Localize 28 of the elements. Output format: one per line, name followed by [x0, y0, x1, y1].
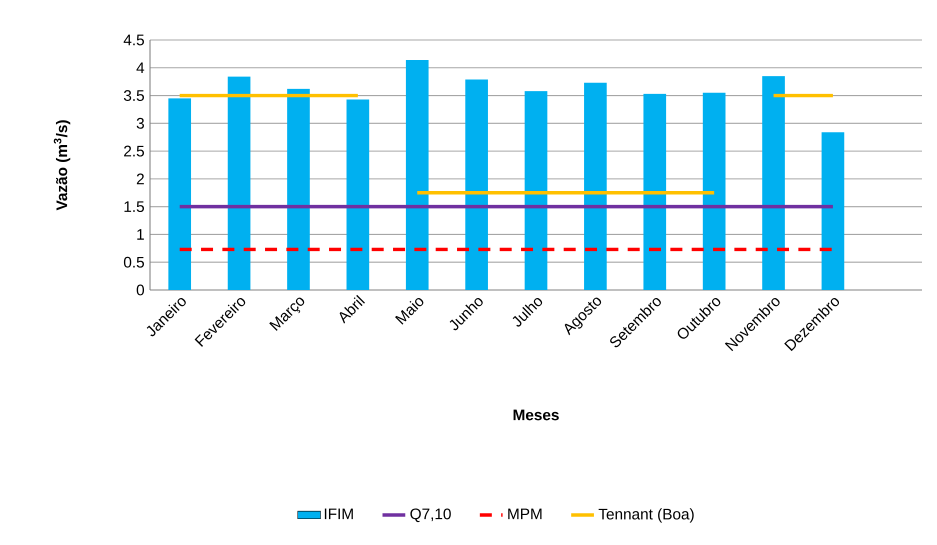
bar [524, 91, 548, 290]
legend-label: MPM [508, 508, 542, 520]
bar [168, 98, 192, 290]
y-tick-label: 1.5 [124, 201, 144, 212]
legend-label: Q7,10 [410, 508, 451, 522]
y-tick-label: 2 [136, 174, 144, 184]
text: Vazão (m$^{3}$/s) [54, 120, 70, 210]
bar [762, 76, 785, 290]
bar [346, 99, 370, 290]
bar [822, 132, 844, 290]
y-tick-label: 1 [137, 229, 144, 240]
bar [287, 88, 310, 290]
y-tick-label: 0 [136, 284, 144, 296]
y-tick-label: 2.5 [124, 146, 144, 157]
y-tick-label: 4.5 [124, 34, 144, 46]
bar [643, 94, 666, 290]
bar [465, 79, 488, 290]
y-tick-label: 4 [136, 62, 144, 74]
x-axis-title: Meses [514, 410, 559, 420]
legend-label: Tennant (Boa) [598, 508, 694, 523]
y-tick-label: 3 [136, 118, 144, 129]
bar [584, 82, 607, 290]
y-tick-label: 3.5 [124, 90, 144, 101]
bar [702, 92, 726, 290]
bar [228, 76, 250, 290]
y-tick-label: 0.5 [124, 256, 144, 268]
legend-label: IFIM [324, 508, 353, 520]
bar [406, 60, 429, 290]
